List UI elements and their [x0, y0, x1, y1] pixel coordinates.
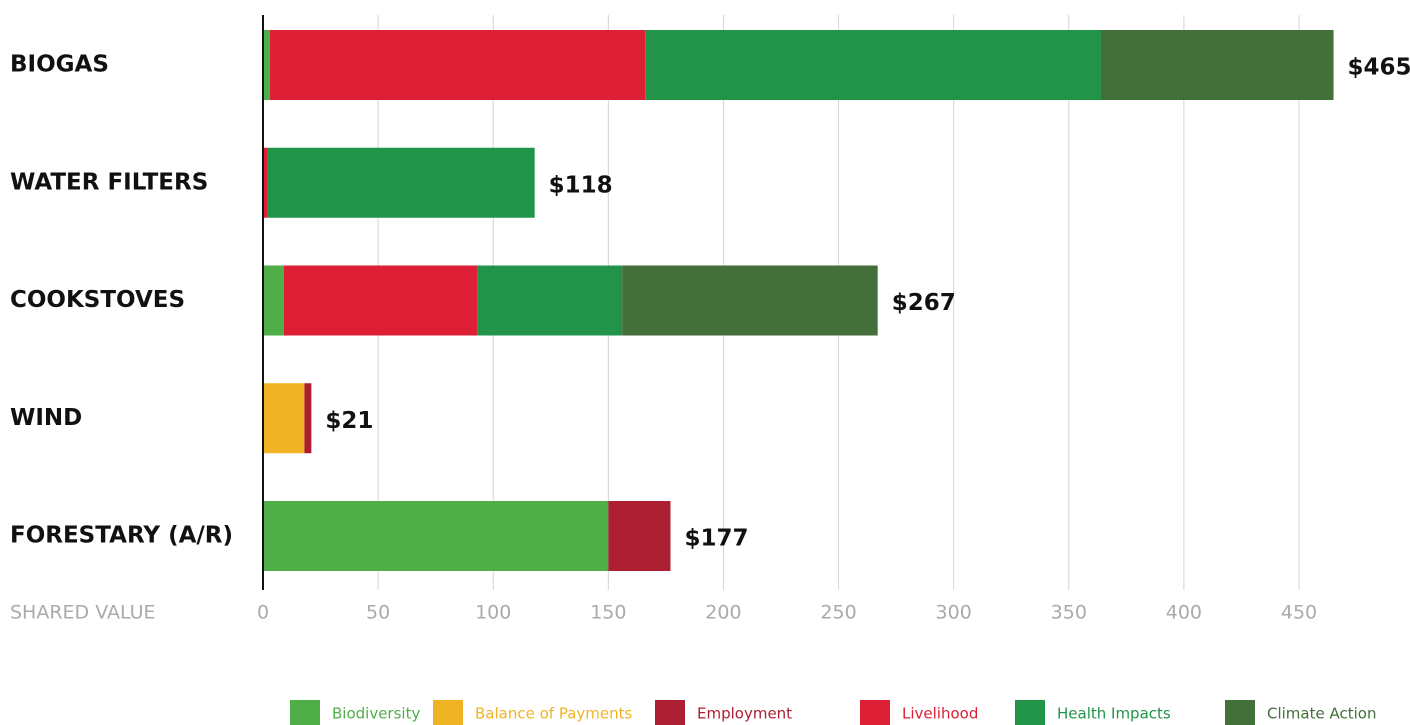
legend-label: Biodiversity: [332, 705, 420, 723]
bar-segment: [269, 30, 646, 100]
total-label: $118: [549, 172, 613, 198]
total-label: $465: [1348, 55, 1410, 81]
bar-segment: [263, 383, 305, 454]
bar-segment: [263, 501, 609, 571]
bar-segment: [283, 265, 478, 336]
category-label: WATER FILTERS: [10, 169, 208, 195]
bar-segment: [622, 265, 878, 336]
x-tick-label: 250: [820, 602, 856, 624]
legend-swatch: [655, 700, 685, 725]
bar-segment: [263, 147, 268, 218]
category-label: COOKSTOVES: [10, 287, 185, 313]
x-tick-label: 150: [590, 602, 626, 624]
bar-segment: [263, 265, 284, 336]
x-axis-label: SHARED VALUE: [10, 602, 156, 624]
category-label: WIND: [10, 405, 82, 431]
x-tick-label: 450: [1281, 602, 1317, 624]
legend-label: Livelihood: [902, 705, 978, 723]
category-label: BIOGAS: [10, 52, 109, 78]
x-tick-label: 300: [936, 602, 972, 624]
total-label: $177: [684, 526, 748, 552]
bar-segment: [304, 383, 312, 454]
legend-label: Balance of Payments: [475, 705, 632, 723]
legend-swatch: [1225, 700, 1255, 725]
legend-swatch: [860, 700, 890, 725]
bar-segment: [1101, 30, 1334, 100]
bar-segment: [477, 265, 623, 336]
legend-label: Employment: [697, 705, 792, 723]
total-label: $267: [892, 290, 956, 316]
legend-swatch: [290, 700, 320, 725]
x-tick-label: 50: [366, 602, 390, 624]
legend-label: Climate Action: [1267, 705, 1376, 723]
x-tick-label: 200: [705, 602, 741, 624]
x-tick-label: 400: [1166, 602, 1202, 624]
legend-swatch: [433, 700, 463, 725]
bar-segment: [263, 30, 270, 100]
bar-segment: [645, 30, 1102, 100]
legend-label: Health Impacts: [1057, 705, 1171, 723]
total-label: $21: [325, 408, 373, 434]
bar-segment: [608, 501, 671, 571]
x-tick-label: 100: [475, 602, 511, 624]
x-tick-label: 0: [257, 602, 269, 624]
category-label: FORESTARY (A/R): [10, 523, 233, 549]
legend-swatch: [1015, 700, 1045, 725]
bar-segment: [267, 147, 535, 218]
x-tick-label: 350: [1051, 602, 1087, 624]
